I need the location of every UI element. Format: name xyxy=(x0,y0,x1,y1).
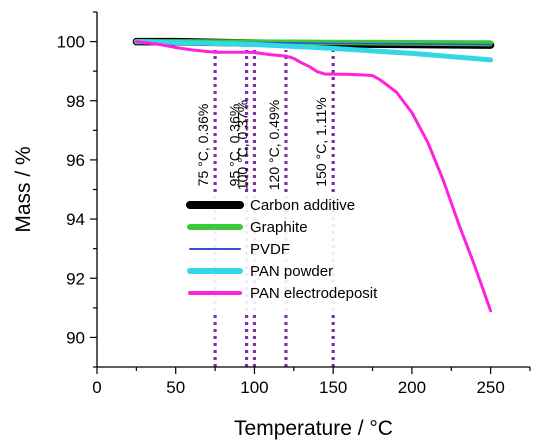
legend: Carbon additive Graphite PVDF PAN powder PAN… xyxy=(172,193,422,313)
y-tick-label-92: 92 xyxy=(66,269,85,288)
series-line-pan-electrodeposit xyxy=(134,40,493,313)
annotation-label-100: 100 °C, 0.37% xyxy=(234,100,250,190)
y-tick-label-98: 98 xyxy=(66,92,85,111)
legend-label-pan-electrodeposit: PAN electrodeposit xyxy=(250,285,378,302)
series-line-pan-powder xyxy=(133,39,494,63)
x-tick-label-250: 250 xyxy=(476,378,504,397)
series-layer xyxy=(132,37,495,313)
y-tick-label-96: 96 xyxy=(66,151,85,170)
annotation-label-150: 150 °C, 1.11% xyxy=(313,97,329,186)
legend-label-graphite: Graphite xyxy=(250,219,308,236)
x-tick-label-100: 100 xyxy=(240,378,268,397)
axes: 0 50 100 150 200 250 90 92 94 96 98 100 xyxy=(57,11,531,397)
y-tick-label-90: 90 xyxy=(66,328,85,347)
x-tick-label-50: 50 xyxy=(166,378,185,397)
x-tick-label-200: 200 xyxy=(398,378,426,397)
annotation-label-95: 95 °C, 0.36% xyxy=(227,104,243,187)
annotation-label-120: 120 °C, 0.49% xyxy=(266,100,282,190)
x-tick-label-150: 150 xyxy=(319,378,347,397)
legend-label-carbon-additive: Carbon additive xyxy=(250,197,355,214)
legend-label-pan-powder: PAN powder xyxy=(250,263,333,280)
x-axis-label: Temperature / °C xyxy=(234,417,393,440)
y-tick-label-94: 94 xyxy=(66,210,85,229)
legend-label-pvdf: PVDF xyxy=(250,241,290,258)
y-axis-label: Mass / % xyxy=(12,146,35,232)
y-tick-label-100: 100 xyxy=(57,33,85,52)
annotation-labels: 75 °C, 0.36% 95 °C, 0.36%100 °C, 0.37% 120… xyxy=(195,97,329,190)
annotation-label-75: 75 °C, 0.36% xyxy=(195,104,211,187)
x-tick-label-0: 0 xyxy=(92,378,101,397)
